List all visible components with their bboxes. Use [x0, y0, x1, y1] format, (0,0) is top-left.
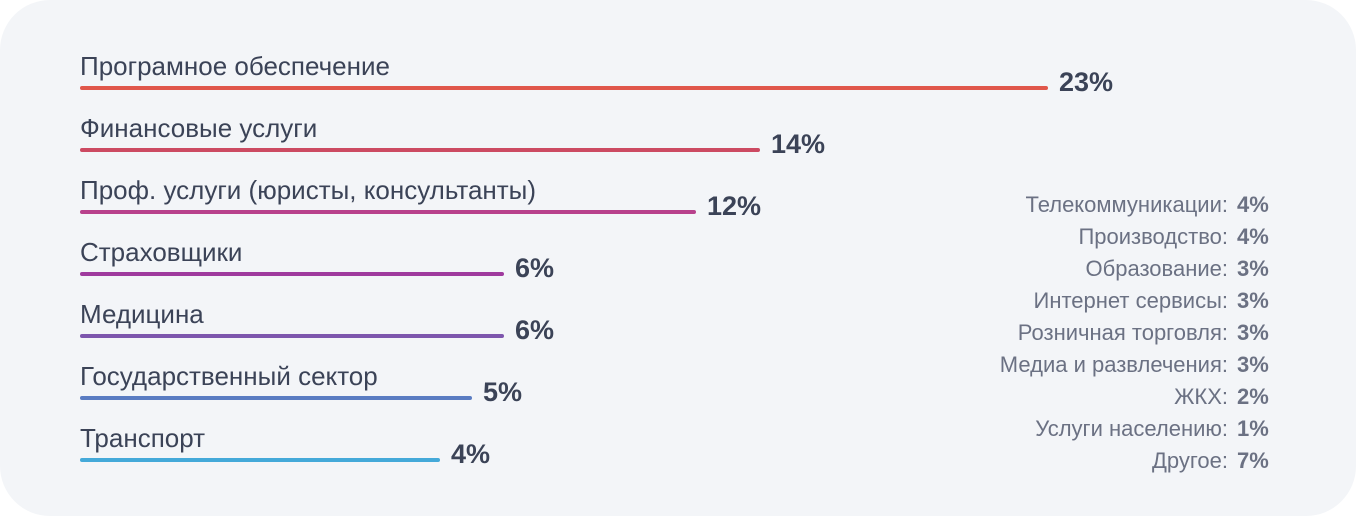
other-label: ЖКХ:	[1174, 384, 1228, 409]
other-value: 7%	[1237, 448, 1269, 473]
other-value: 4%	[1237, 192, 1269, 217]
category-label: Страховщики	[80, 237, 242, 267]
category-label: Медицина	[80, 299, 204, 329]
category-label: Финансовые услуги	[80, 113, 317, 143]
bar	[80, 86, 1048, 90]
other-label: Образование:	[1086, 256, 1228, 281]
other-label: Другое:	[1152, 448, 1228, 473]
other-value: 3%	[1237, 288, 1269, 313]
value-label: 14%	[771, 129, 825, 159]
bar	[80, 396, 472, 400]
other-value: 4%	[1237, 224, 1269, 249]
category-label: Проф. услуги (юристы, консультанты)	[80, 175, 536, 205]
category-label: Государственный сектор	[80, 361, 378, 391]
other-label: Розничная торговля:	[1018, 320, 1228, 345]
value-label: 5%	[483, 377, 522, 407]
value-label: 12%	[707, 191, 761, 221]
other-label: Интернет сервисы:	[1034, 288, 1228, 313]
other-value: 3%	[1237, 352, 1269, 377]
value-label: 6%	[515, 253, 554, 283]
other-value: 3%	[1237, 320, 1269, 345]
other-label: Медиа и развлечения:	[1000, 352, 1228, 377]
category-label: Транспорт	[80, 423, 205, 453]
other-label: Телекоммуникации:	[1026, 192, 1228, 217]
other-value: 3%	[1237, 256, 1269, 281]
bar	[80, 272, 504, 276]
bar	[80, 210, 696, 214]
other-value: 1%	[1237, 416, 1269, 441]
other-value: 2%	[1237, 384, 1269, 409]
bar	[80, 148, 760, 152]
value-label: 4%	[451, 439, 490, 469]
other-label: Услуги населению:	[1035, 416, 1228, 441]
category-label: Програмное обеспечение	[80, 51, 390, 81]
value-label: 6%	[515, 315, 554, 345]
value-label: 23%	[1059, 67, 1113, 97]
other-label: Производство:	[1078, 224, 1228, 249]
bar	[80, 458, 440, 462]
bar	[80, 334, 504, 338]
